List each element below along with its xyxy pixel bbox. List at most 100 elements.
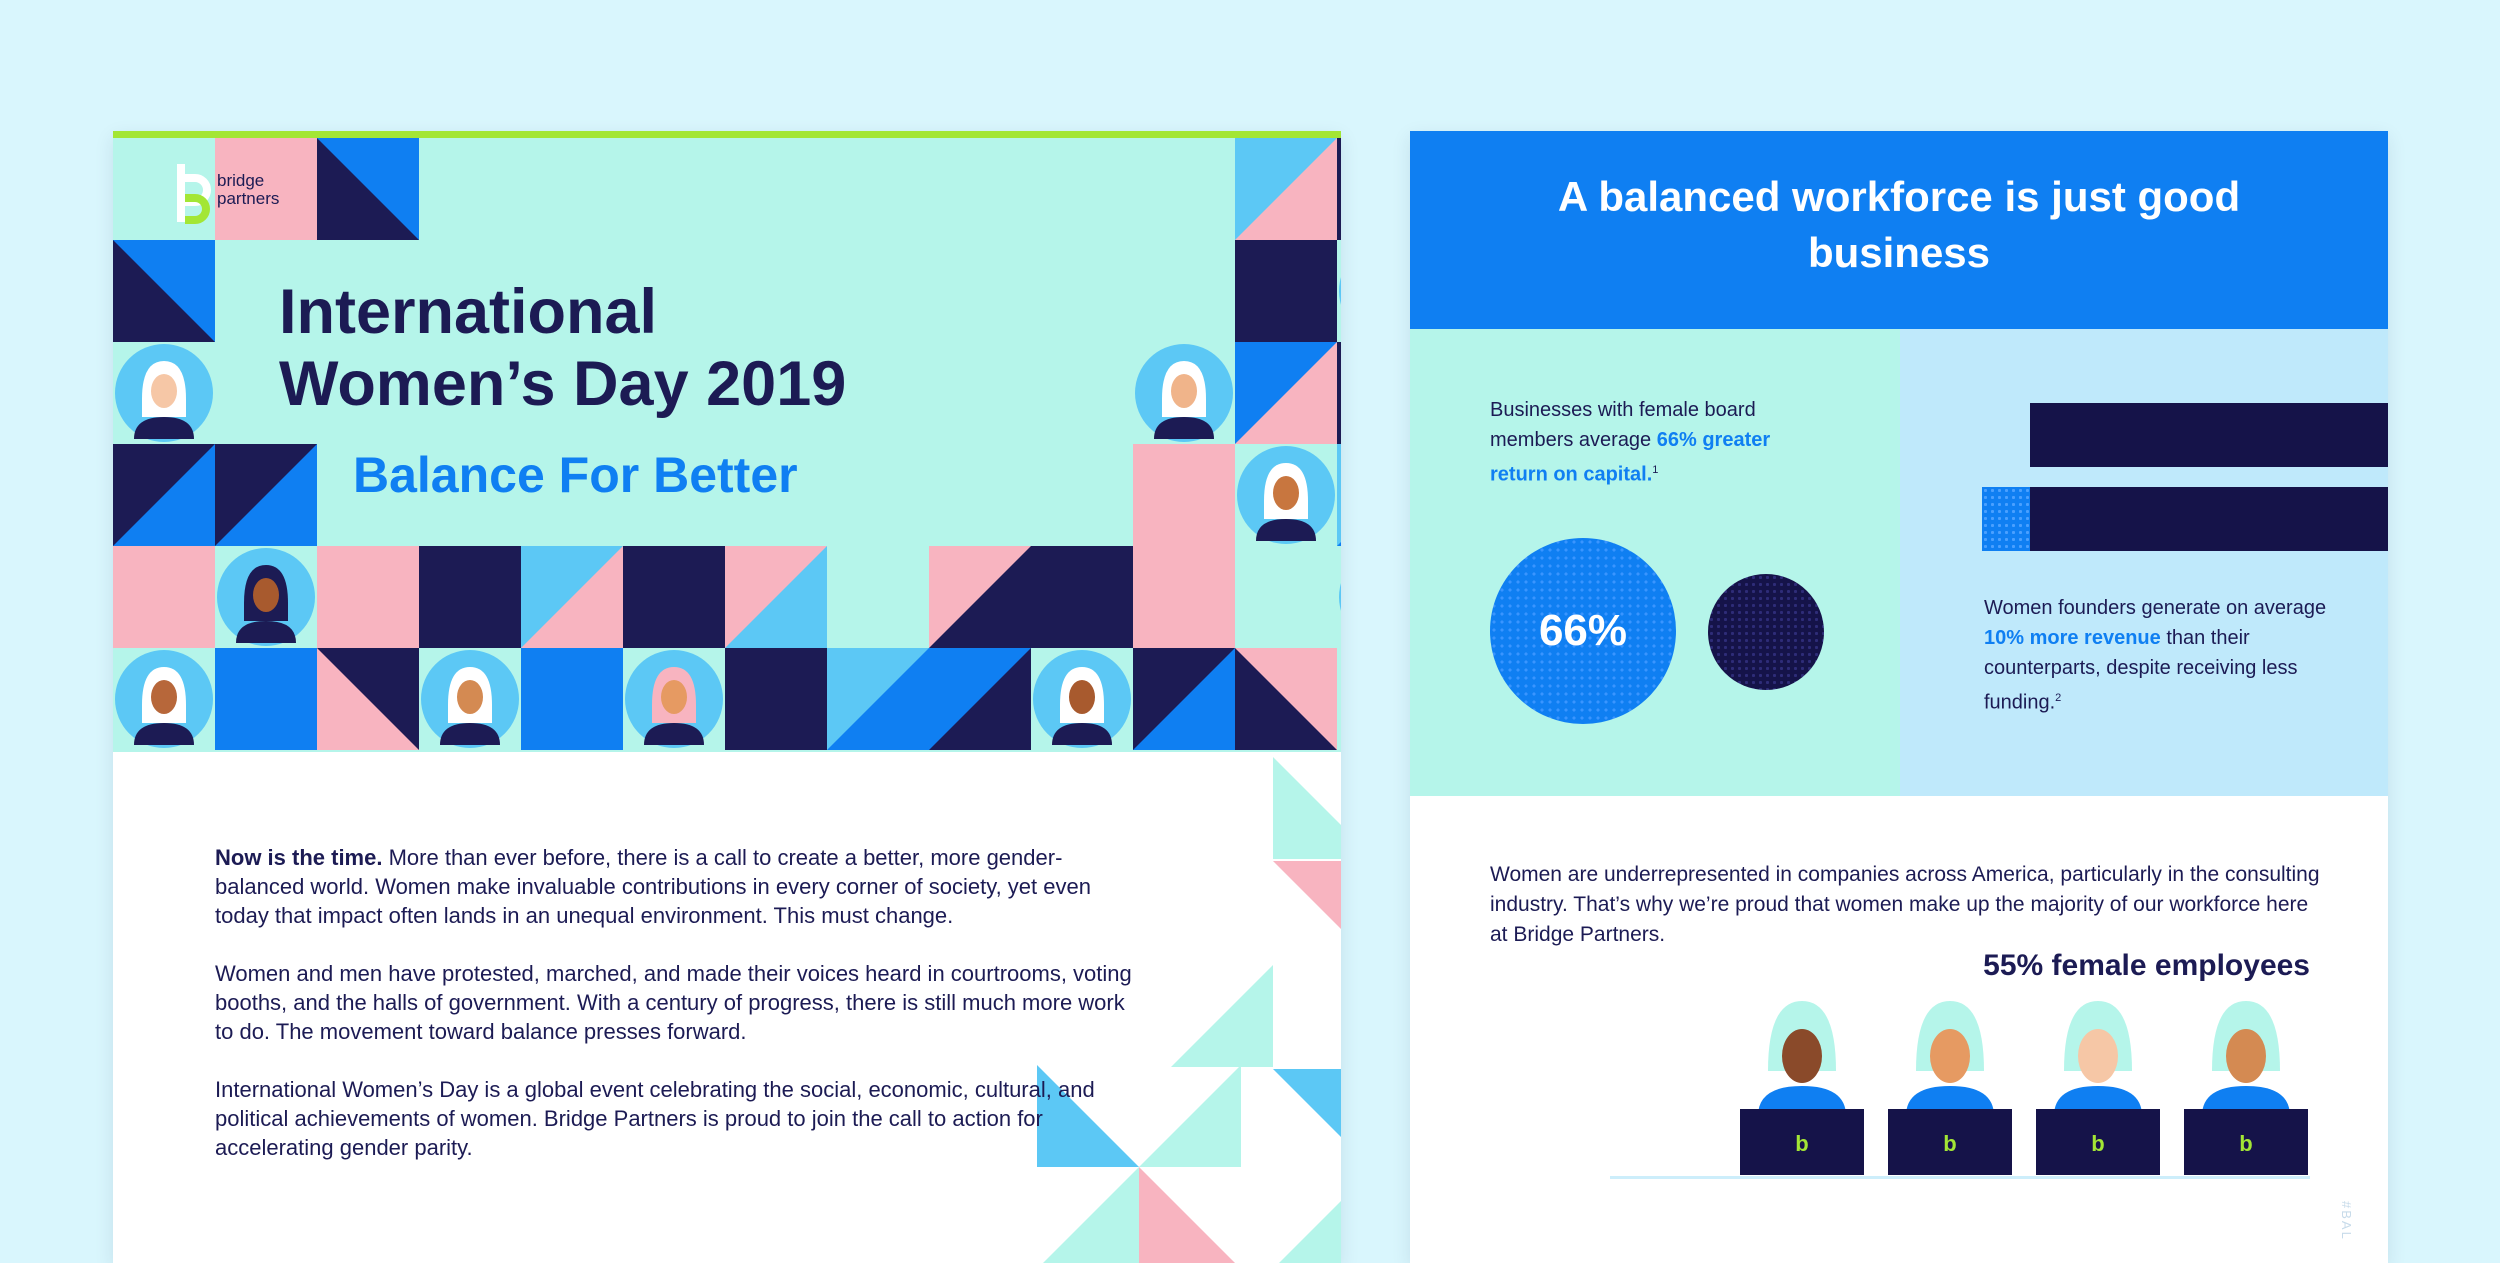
footnote-2: 2: [2055, 692, 2062, 704]
triangle-tile: [1133, 648, 1235, 750]
founders-stat: Women founders generate on average 10% m…: [1984, 593, 2344, 718]
avatar-body: [440, 723, 500, 745]
triangle-deco: [1273, 1069, 1341, 1137]
desk-floor-line: [1610, 1176, 2310, 1179]
tile: [113, 546, 215, 648]
triangle-deco: [1273, 861, 1341, 929]
page-subtitle: Balance For Better: [353, 447, 798, 503]
triangle-deco: [1139, 1065, 1241, 1167]
workforce-page: A balanced workforce is just good busine…: [1410, 131, 2388, 1263]
avatar-body: [1154, 417, 1214, 439]
avatar-body: [1052, 723, 1112, 745]
paragraph-text: More than ever before, there is a call t…: [215, 845, 1091, 928]
triangle-tile: [317, 138, 419, 240]
logo-mark-icon: [177, 164, 211, 224]
page-title: International Women’s Day 2019: [279, 277, 847, 419]
employee-body: [1906, 1086, 1994, 1116]
avatar-face: [151, 374, 177, 408]
stat-circle-label: 66%: [1538, 606, 1628, 655]
tile: [1133, 546, 1235, 648]
stat-panel-left: [1410, 329, 1900, 796]
paragraph-2: Women and men have protested, marched, a…: [215, 961, 1132, 1044]
triangle-tile: [215, 444, 317, 546]
avatar-face: [457, 680, 483, 714]
triangle-tile: [1235, 138, 1337, 240]
laptop: [2184, 1109, 2308, 1175]
employee-face: [1930, 1029, 1970, 1083]
avatar: [1339, 583, 1341, 611]
tile: [1235, 240, 1337, 342]
laptop: [1888, 1109, 2012, 1175]
header-band: A balanced workforce is just good busine…: [1410, 131, 2388, 329]
tile: [725, 648, 827, 750]
logo-line-1: bridge: [217, 171, 265, 190]
triangle-deco: [1037, 1065, 1139, 1167]
tile: [521, 648, 623, 750]
paragraph-lead: Now is the time.: [215, 845, 383, 870]
geometric-pattern: [113, 138, 1341, 750]
board-stat: Businesses with female board members ave…: [1490, 395, 1820, 490]
tile: [1337, 342, 1341, 444]
laptop-logo: b: [1795, 1131, 1808, 1156]
avatar-face: [1273, 476, 1299, 510]
section-heading: A balanced workforce is just good busine…: [1557, 173, 2241, 276]
avatar-body: [236, 621, 296, 643]
employee-face: [2226, 1029, 2266, 1083]
triangle-tile: [929, 546, 1031, 648]
triangle-deco: [1171, 965, 1273, 1067]
tile: [215, 138, 317, 240]
laptop: [1740, 1109, 1864, 1175]
avatar-body: [134, 723, 194, 745]
board-stat-highlight: 66% greater return on capital.: [1490, 429, 1771, 486]
employee-body: [2202, 1086, 2290, 1116]
avatar-face: [253, 578, 279, 612]
avatar-face: [1069, 680, 1095, 714]
triangle-deco: [1273, 965, 1341, 1067]
tile: [1031, 546, 1133, 648]
triangle-decoration: [1037, 757, 1341, 1263]
avatar-face: [1171, 374, 1197, 408]
triangle-tile: [1235, 342, 1337, 444]
founders-stat-text: Women founders generate on average: [1984, 597, 2327, 619]
avatar-body: [644, 723, 704, 745]
stat-circle-dark: [1708, 574, 1824, 690]
triangle-tile: [521, 546, 623, 648]
triangle-tile: [113, 444, 215, 546]
triangle-deco: [1139, 1167, 1235, 1263]
triangle-tile: [1235, 648, 1337, 750]
tile: [623, 546, 725, 648]
avatar-face: [151, 680, 177, 714]
triangle-tile: [725, 546, 827, 648]
accent-bar: [113, 131, 1341, 138]
employee-body: [2054, 1086, 2142, 1116]
revenue-bar-2: [2030, 487, 2388, 551]
hashtag: #BAL: [2339, 1201, 2354, 1241]
employees-title: 55% female employees: [1983, 949, 2310, 982]
paragraph-3: International Women’s Day is a global ev…: [215, 1077, 1095, 1160]
founders-stat-text-2: than their counterparts, despite receivi…: [1984, 627, 2298, 714]
avatar: [1339, 277, 1341, 305]
tile: [1133, 444, 1235, 546]
revenue-bar-1: [2030, 403, 2388, 467]
triangle-tile: [317, 648, 419, 750]
triangle-tile: [827, 648, 929, 750]
tile: [419, 546, 521, 648]
employee-face: [2078, 1029, 2118, 1083]
tile: [317, 546, 419, 648]
bridge-partners-logo: bridge partners: [173, 158, 333, 238]
employee-body: [1758, 1086, 1846, 1116]
revenue-bar-extra: [1982, 487, 2030, 551]
hero-banner: bridge partners International Women’s Da…: [113, 138, 1341, 752]
laptop: [2036, 1109, 2160, 1175]
laptop-logo: b: [2091, 1131, 2104, 1156]
triangle-deco: [1279, 1201, 1341, 1263]
avatar-body: [1256, 519, 1316, 541]
triangle-deco: [1273, 757, 1341, 859]
avatar-body: [134, 417, 194, 439]
laptop-logo: b: [2239, 1131, 2252, 1156]
triangle-tile: [929, 648, 1031, 750]
triangle-tile: [1337, 444, 1341, 546]
tile: [1337, 138, 1341, 240]
tile: [215, 648, 317, 750]
intro-text: Now is the time. More than ever before, …: [215, 843, 1145, 1191]
